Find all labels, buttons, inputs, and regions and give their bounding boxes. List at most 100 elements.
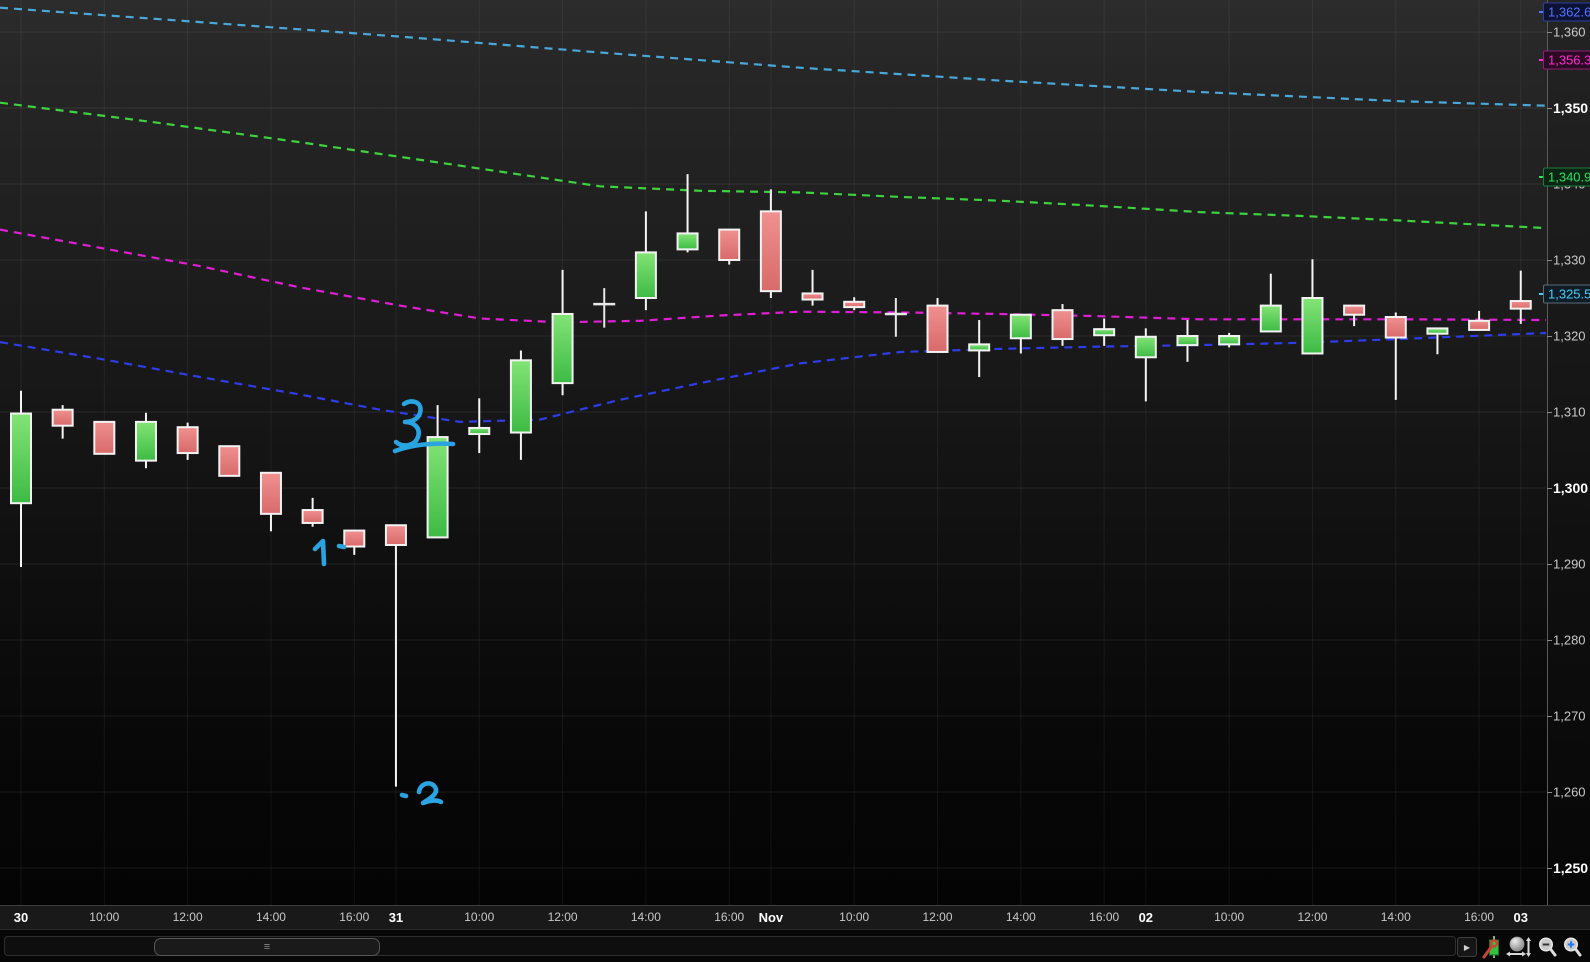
candles bbox=[10, 174, 1532, 787]
candle bbox=[884, 298, 907, 337]
upper-band-green bbox=[0, 101, 1547, 230]
time-axis-label: 31 bbox=[388, 910, 404, 925]
time-axis-label: Nov bbox=[758, 910, 784, 925]
price-tick bbox=[1547, 336, 1552, 337]
time-axis-label: 10:00 bbox=[839, 910, 870, 924]
candle bbox=[759, 189, 782, 298]
time-axis-label: 14:00 bbox=[1005, 910, 1036, 924]
candle bbox=[509, 350, 532, 460]
scroll-end-button[interactable]: ▶ bbox=[1457, 937, 1477, 957]
price-axis-label: 1,330 bbox=[1553, 252, 1586, 268]
zoom-out-icon bbox=[1538, 937, 1557, 957]
price-axis-label: 1,280 bbox=[1553, 632, 1586, 648]
scroll-right-arrow-icon: ▶ bbox=[1463, 942, 1471, 952]
indicator-price-tag: 1,325.5 bbox=[1543, 284, 1590, 304]
candle bbox=[468, 398, 491, 454]
pan-zoom-button[interactable] bbox=[1506, 934, 1532, 960]
time-axis-label: 03 bbox=[1513, 910, 1528, 925]
chart-settings-icon bbox=[1482, 936, 1499, 959]
indicator-price-tag: 1,340.9 bbox=[1543, 167, 1590, 187]
time-axis-label: 14:00 bbox=[255, 910, 286, 924]
price-axis-label: 1,260 bbox=[1553, 784, 1586, 800]
candlestick-chart[interactable] bbox=[0, 0, 1547, 905]
candle bbox=[926, 298, 949, 353]
chart-scrollbar-thumb[interactable]: ≡ bbox=[154, 938, 380, 956]
time-axis-label: 12:00 bbox=[172, 910, 203, 924]
price-tag-tick bbox=[1539, 59, 1546, 62]
candle bbox=[801, 269, 824, 306]
indicator-price-tag: 1,362.6 bbox=[1543, 2, 1590, 22]
bottom-toolbar: ≡ ▶ bbox=[0, 929, 1590, 962]
candle bbox=[843, 297, 866, 311]
price-tick bbox=[1547, 108, 1552, 109]
candle bbox=[968, 320, 991, 378]
price-tag-tick bbox=[1539, 293, 1546, 296]
chart-scrollbar-track[interactable]: ≡ bbox=[4, 936, 1456, 956]
price-axis-label: 1,290 bbox=[1553, 556, 1586, 572]
candle bbox=[1134, 328, 1157, 402]
chart-settings-button[interactable] bbox=[1479, 934, 1505, 960]
candle bbox=[134, 412, 157, 469]
candle bbox=[718, 228, 741, 265]
candle bbox=[93, 420, 116, 455]
time-axis-label: 12:00 bbox=[922, 910, 953, 924]
candle bbox=[1426, 327, 1449, 355]
pan-zoom-icon bbox=[1506, 936, 1531, 957]
price-tick bbox=[1547, 488, 1552, 489]
candle bbox=[343, 529, 366, 555]
candle bbox=[1301, 259, 1324, 355]
price-tag-tick bbox=[1539, 11, 1546, 14]
price-tick bbox=[1547, 564, 1552, 565]
time-axis-label: 16:00 bbox=[714, 910, 745, 924]
candle bbox=[1468, 310, 1491, 331]
time-axis[interactable]: 30 10:00 12:00 14:00 16:00 31 10:00 12:00 14:00 1… bbox=[0, 905, 1590, 929]
time-axis-label: 16:00 bbox=[1464, 910, 1495, 924]
candle bbox=[593, 288, 616, 328]
price-axis-label: 1,270 bbox=[1553, 708, 1586, 724]
indicator-price-tag: 1,356.3 bbox=[1543, 50, 1590, 70]
time-axis-label: 16:00 bbox=[339, 910, 370, 924]
candle bbox=[218, 445, 241, 477]
zoom-out-button[interactable] bbox=[1534, 934, 1560, 960]
candlestick-chart-plot[interactable] bbox=[0, 0, 1547, 905]
candle bbox=[1384, 312, 1407, 400]
price-tick bbox=[1547, 792, 1552, 793]
time-axis-label: 10:00 bbox=[1214, 910, 1245, 924]
candle bbox=[51, 405, 74, 439]
candle bbox=[1509, 270, 1532, 324]
candle bbox=[1051, 304, 1074, 346]
time-axis-label: 12:00 bbox=[547, 910, 578, 924]
candle bbox=[1009, 313, 1032, 354]
candle bbox=[634, 211, 657, 311]
price-axis-label: 1,300 bbox=[1553, 480, 1589, 496]
price-axis-label: 1,350 bbox=[1553, 100, 1589, 116]
candle bbox=[10, 390, 32, 568]
candle bbox=[301, 497, 324, 527]
price-axis-label: 1,250 bbox=[1553, 860, 1589, 876]
candle bbox=[426, 405, 449, 539]
price-tick bbox=[1547, 716, 1552, 717]
time-axis-label: 14:00 bbox=[1380, 910, 1411, 924]
price-tick bbox=[1547, 412, 1552, 413]
time-axis-label: 10:00 bbox=[464, 910, 495, 924]
price-tick bbox=[1547, 640, 1552, 641]
time-axis-label: 14:00 bbox=[630, 910, 661, 924]
price-axis[interactable]: 1,3601,3501,3401,3301,3201,3101,3001,290… bbox=[1539, 0, 1590, 905]
candle bbox=[259, 471, 282, 532]
candle bbox=[384, 524, 407, 787]
candle bbox=[551, 269, 574, 396]
price-axis-label: 1,320 bbox=[1553, 328, 1586, 344]
scrollbar-grip-icon: ≡ bbox=[263, 941, 271, 953]
price-tick bbox=[1547, 32, 1552, 33]
price-tick bbox=[1547, 868, 1552, 869]
drawing-annotations[interactable] bbox=[312, 399, 456, 806]
candle bbox=[1218, 332, 1241, 348]
price-axis-label: 1,310 bbox=[1553, 404, 1586, 420]
candle bbox=[676, 174, 699, 253]
time-axis-label: 16:00 bbox=[1089, 910, 1120, 924]
price-axis-label: 1,360 bbox=[1553, 24, 1586, 40]
time-axis-label: 12:00 bbox=[1297, 910, 1328, 924]
candle bbox=[1176, 320, 1199, 362]
zoom-in-button[interactable] bbox=[1559, 934, 1585, 960]
